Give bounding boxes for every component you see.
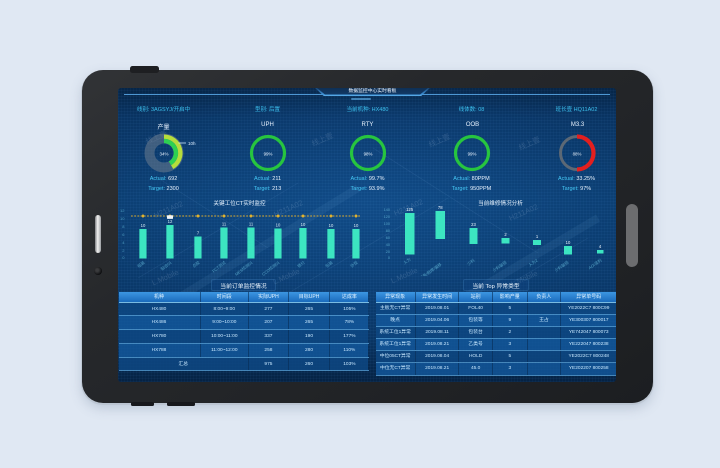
svg-text:贴合01: 贴合01 — [159, 258, 173, 271]
svg-text:外观: 外观 — [348, 259, 358, 269]
svg-text:20: 20 — [385, 250, 389, 254]
svg-text:99%: 99% — [467, 151, 476, 156]
svg-text:CCD检测01: CCD检测01 — [260, 258, 281, 275]
svg-text:4: 4 — [598, 244, 601, 249]
svg-text:10: 10 — [353, 223, 358, 228]
svg-text:10: 10 — [120, 216, 125, 221]
svg-text:8: 8 — [122, 224, 125, 229]
svg-text:80: 80 — [385, 229, 389, 233]
svg-text:10: 10 — [300, 222, 305, 227]
svg-text:12: 12 — [167, 219, 172, 224]
svg-text:98%: 98% — [363, 151, 372, 156]
svg-text:10: 10 — [140, 223, 145, 228]
svg-text:78: 78 — [437, 205, 442, 210]
svg-text:人为: 人为 — [401, 255, 411, 265]
svg-text:12: 12 — [120, 208, 125, 213]
svg-text:0: 0 — [387, 256, 389, 260]
svg-text:40: 40 — [385, 243, 389, 247]
svg-text:125: 125 — [406, 207, 414, 212]
svg-text:关键工位CT实时监控: 关键工位CT实时监控 — [213, 199, 266, 207]
svg-text:60: 60 — [385, 236, 389, 240]
svg-text:4: 4 — [122, 240, 125, 245]
svg-text:少料破损: 少料破损 — [553, 258, 570, 272]
svg-text:120: 120 — [383, 215, 389, 219]
svg-text:点胶: 点胶 — [190, 259, 200, 269]
svg-text:100: 100 — [383, 222, 389, 226]
svg-text:34%: 34% — [159, 151, 168, 156]
svg-text:AOI误判: AOI误判 — [586, 256, 602, 269]
svg-text:少料破损: 少料破损 — [491, 258, 508, 272]
svg-text:锁付: 锁付 — [295, 259, 305, 269]
svg-text:88%: 88% — [572, 151, 581, 156]
svg-text:MES检测01: MES检测01 — [233, 258, 254, 275]
svg-text:1: 1 — [535, 234, 538, 239]
svg-text:10: 10 — [565, 240, 570, 245]
svg-text:当前维修情况分析: 当前维修情况分析 — [478, 199, 523, 207]
svg-text:99%: 99% — [263, 151, 272, 156]
svg-text:11: 11 — [221, 221, 226, 226]
svg-text:少料: 少料 — [465, 256, 475, 266]
svg-text:10: 10 — [275, 222, 280, 227]
svg-text:2: 2 — [504, 232, 507, 237]
svg-text:包装: 包装 — [323, 259, 333, 269]
svg-text:0: 0 — [122, 255, 125, 260]
svg-text:6: 6 — [122, 232, 125, 237]
svg-text:人为2: 人为2 — [526, 256, 538, 267]
svg-text:11: 11 — [248, 221, 253, 226]
svg-text:卡勾/浮高/假焊/偏移: 卡勾/浮高/假焊/偏移 — [410, 260, 442, 275]
svg-text:2: 2 — [122, 248, 125, 253]
svg-text:FCT测试: FCT测试 — [210, 259, 226, 273]
svg-text:组装: 组装 — [135, 259, 145, 269]
svg-text:7: 7 — [196, 230, 199, 235]
svg-text:10h: 10h — [188, 141, 196, 146]
svg-text:140: 140 — [383, 208, 389, 212]
svg-text:10: 10 — [328, 223, 333, 228]
svg-text:23: 23 — [471, 222, 476, 227]
